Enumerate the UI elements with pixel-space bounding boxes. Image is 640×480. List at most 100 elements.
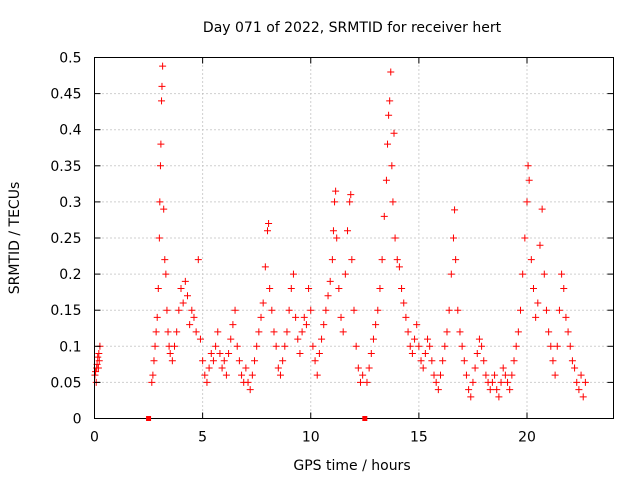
data-point (510, 357, 518, 365)
grid-lines (94, 57, 614, 419)
data-point (365, 364, 373, 372)
x-tick-label: 20 (518, 430, 536, 446)
data-point (163, 306, 171, 314)
data-point (354, 364, 362, 372)
data-point (150, 357, 158, 365)
data-point (415, 342, 423, 350)
data-point (558, 270, 566, 278)
data-point (521, 234, 529, 242)
data-point (443, 328, 451, 336)
y-tick-label: 0.3 (59, 195, 81, 211)
data-point (156, 162, 164, 170)
data-point (560, 285, 568, 293)
data-point (571, 364, 579, 372)
data-point (352, 342, 360, 350)
data-point (376, 285, 384, 293)
data-point (199, 357, 207, 365)
data-point (356, 378, 364, 386)
data-point (246, 386, 254, 394)
data-point (536, 241, 544, 249)
data-point (272, 342, 280, 350)
data-point (222, 371, 230, 379)
data-point (408, 350, 416, 358)
data-point (194, 256, 202, 264)
data-point (158, 97, 166, 105)
data-point (460, 357, 468, 365)
data-point (326, 277, 334, 285)
data-point (281, 342, 289, 350)
data-point (212, 342, 220, 350)
data-point (524, 162, 532, 170)
data-point (348, 256, 356, 264)
data-point (374, 306, 382, 314)
data-point (517, 306, 525, 314)
data-point (220, 357, 228, 365)
data-point (285, 306, 293, 314)
data-point (231, 306, 239, 314)
data-point (94, 353, 102, 361)
data-point (447, 270, 455, 278)
data-point (300, 313, 308, 321)
data-point (344, 227, 352, 235)
data-point (372, 321, 380, 329)
data-point (159, 62, 167, 70)
data-point (313, 371, 321, 379)
data-point (482, 371, 490, 379)
data-point (92, 368, 100, 376)
data-point (253, 342, 261, 350)
data-point (421, 350, 429, 358)
data-point (579, 393, 587, 401)
data-point (523, 198, 531, 206)
data-point (305, 285, 313, 293)
data-point (168, 357, 176, 365)
data-point (395, 263, 403, 271)
data-point (519, 270, 527, 278)
data-point (551, 371, 559, 379)
data-point (471, 364, 479, 372)
y-tick-label: 0.5 (59, 51, 81, 67)
data-point (402, 313, 410, 321)
data-point (302, 321, 310, 329)
data-point (156, 198, 164, 206)
data-point (242, 364, 250, 372)
data-point (192, 328, 200, 336)
data-point (380, 212, 388, 220)
data-points (91, 62, 589, 401)
data-point (328, 256, 336, 264)
data-point (279, 357, 287, 365)
data-point (294, 335, 302, 343)
y-axis-label: SRMTID / TECUs (7, 182, 23, 295)
data-point (329, 227, 337, 235)
axis-ticks: 0 0.05 0.1 0.15 0.2 0.25 0.3 0.35 0.4 0.45 0.5 0 5 10… (50, 51, 614, 446)
data-point (274, 364, 282, 372)
data-point (341, 270, 349, 278)
x-axis-label: GPS time / hours (293, 458, 410, 474)
data-point (506, 386, 514, 394)
data-point (398, 285, 406, 293)
data-point (268, 306, 276, 314)
data-point (437, 371, 444, 379)
data-point (573, 378, 581, 386)
data-point (388, 162, 396, 170)
y-tick-label: 0 (73, 412, 82, 428)
data-point (454, 306, 462, 314)
data-point (201, 371, 209, 379)
data-point (292, 313, 300, 321)
data-point (389, 198, 397, 206)
data-point (225, 350, 233, 358)
data-point (261, 263, 269, 271)
data-point (406, 342, 414, 350)
data-point (289, 270, 297, 278)
data-point (378, 256, 386, 264)
data-point (179, 299, 187, 307)
data-point (441, 342, 449, 350)
data-point (382, 176, 390, 184)
data-point (216, 350, 224, 358)
data-point (158, 82, 166, 90)
data-point (514, 328, 522, 336)
data-point (214, 328, 222, 336)
data-point (473, 350, 481, 358)
data-point (157, 140, 165, 148)
data-point (359, 371, 367, 379)
data-point (161, 256, 169, 264)
